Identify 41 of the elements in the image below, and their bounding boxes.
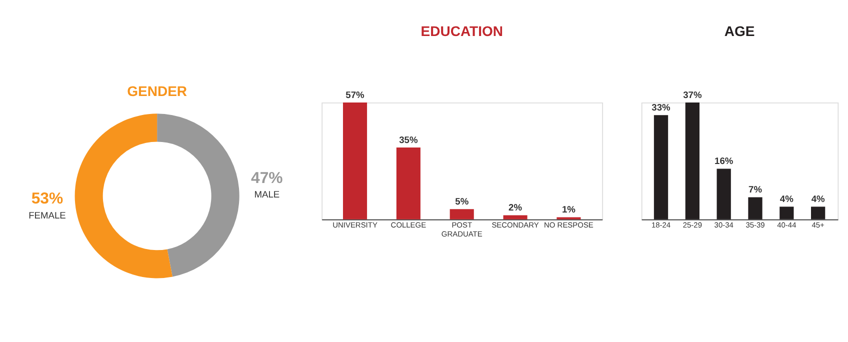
chart-title: GENDER (127, 82, 188, 99)
slice-label: MALE (254, 190, 280, 200)
x-tick-label: NO RESPOSE (544, 220, 594, 230)
chart-title: EDUCATION (420, 23, 504, 40)
data-label: 4% (811, 194, 826, 204)
bar (396, 148, 420, 220)
bar (716, 168, 731, 220)
bar (450, 209, 474, 220)
x-tick-label: 35-39 (746, 220, 765, 230)
data-label: 2% (508, 202, 523, 213)
data-label: 7% (748, 184, 763, 195)
data-label: 35% (399, 134, 418, 145)
x-tick-label: 45+ (812, 220, 824, 230)
bar (685, 102, 700, 220)
x-tick-label: 40-44 (777, 220, 796, 230)
data-label: 53% (31, 190, 64, 208)
donut-slice (157, 114, 240, 277)
data-label: 1% (562, 204, 576, 215)
x-tick-label: POST GRADUATE (441, 220, 482, 239)
donut-slice (74, 114, 172, 278)
bar (342, 102, 368, 220)
data-label: 47% (251, 170, 283, 187)
chart-title: AGE (724, 23, 755, 40)
data-label: 5% (455, 196, 470, 206)
data-label: 4% (780, 194, 794, 204)
x-tick-label: SECONDARY (492, 220, 539, 230)
bar (748, 197, 762, 220)
x-tick-label: COLLEGE (390, 220, 426, 230)
data-label: 37% (683, 90, 702, 100)
data-label: 33% (652, 102, 672, 112)
x-tick-label: 25-29 (682, 220, 702, 230)
bar (811, 206, 826, 220)
x-tick-label: UNIVERSITY (332, 220, 378, 230)
bar (503, 215, 528, 220)
bar (780, 206, 794, 220)
data-label: 57% (346, 90, 366, 100)
data-label: 16% (714, 156, 734, 166)
x-tick-label: 18-24 (651, 220, 671, 230)
x-tick-label: 30-34 (714, 220, 734, 230)
slice-label: FEMALE (28, 210, 66, 220)
bar (654, 115, 668, 220)
